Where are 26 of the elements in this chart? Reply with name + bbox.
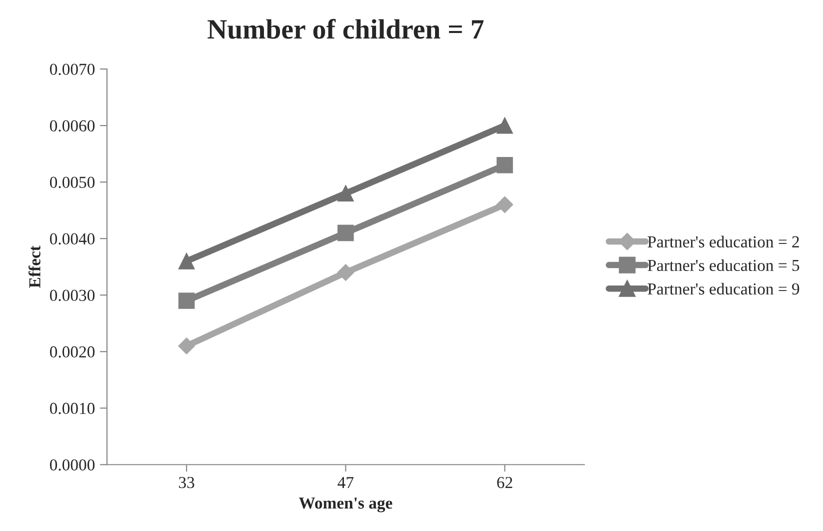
x-axis-title: Women's age xyxy=(298,498,392,512)
point xyxy=(178,253,195,270)
point xyxy=(496,117,513,134)
y-tick-label: 0.0030 xyxy=(50,290,95,302)
point xyxy=(338,224,354,242)
y-tick-label: 0.0070 xyxy=(50,64,95,76)
point xyxy=(496,196,514,214)
y-tick-label: 0.0050 xyxy=(50,176,95,188)
point xyxy=(496,156,513,174)
point xyxy=(338,185,354,202)
point xyxy=(337,264,354,281)
x-tick-label: 62 xyxy=(497,476,512,488)
chart-title: Number of children = 7 xyxy=(208,18,484,39)
y-tick-label: 0.0000 xyxy=(50,459,95,471)
y-axis-title: Effect xyxy=(28,246,40,288)
legend-label: Partner's education = 9 xyxy=(648,282,800,295)
x-tick-label: 33 xyxy=(179,476,194,488)
legend-label: Partner's education = 5 xyxy=(648,259,800,272)
y-tick-label: 0.0060 xyxy=(50,120,95,132)
y-tick-label: 0.0040 xyxy=(50,233,95,245)
point xyxy=(178,292,195,309)
y-tick-label: 0.0020 xyxy=(50,346,95,358)
y-tick-label: 0.0010 xyxy=(50,402,95,414)
x-tick-label: 47 xyxy=(338,477,354,488)
point xyxy=(178,338,195,354)
legend-label: Partner's education = 2 xyxy=(648,236,799,248)
